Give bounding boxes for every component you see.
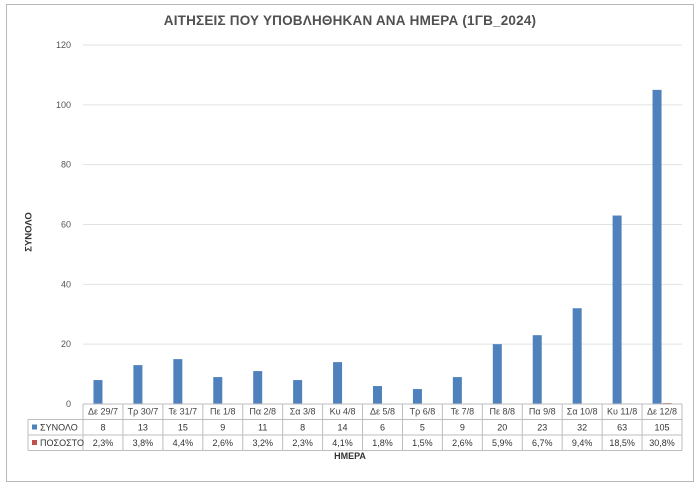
bar-synolo (173, 359, 183, 404)
data-label: 9 (220, 423, 225, 433)
bar-synolo (213, 377, 223, 404)
category-label: Δε 29/7 (88, 407, 118, 417)
bar-synolo (253, 371, 263, 404)
category-label: Πε 8/8 (490, 407, 516, 417)
data-label: 5 (420, 423, 425, 433)
bar-synolo (492, 344, 502, 404)
y-tick-label: 20 (61, 339, 71, 349)
data-label: 3,8% (133, 438, 154, 448)
bar-synolo (652, 89, 662, 404)
x-axis-label: ΗΜΕΡΑ (334, 451, 366, 461)
data-label: 9,4% (572, 438, 593, 448)
bar-synolo (133, 365, 143, 404)
data-label: 11 (258, 423, 267, 433)
data-label: 6,7% (532, 438, 553, 448)
y-tick-label: 120 (56, 40, 71, 50)
y-tick-label: 0 (66, 399, 71, 409)
data-label: 13 (138, 423, 148, 433)
data-label: 30,8% (649, 438, 675, 448)
y-tick-label: 40 (61, 279, 71, 289)
category-label: Τε 31/7 (169, 407, 198, 417)
data-label: 32 (577, 423, 587, 433)
data-label: 1,5% (412, 438, 433, 448)
category-label: Δε 12/8 (647, 407, 677, 417)
category-label: Τε 7/8 (451, 407, 475, 417)
y-tick-label: 80 (61, 160, 71, 170)
data-label: 15 (178, 423, 188, 433)
bar-synolo (412, 389, 422, 404)
data-label: 14 (338, 423, 348, 433)
category-label: Κυ 11/8 (607, 407, 637, 417)
bar-synolo (93, 380, 103, 404)
bar-synolo (572, 308, 582, 404)
data-label: 3,2% (252, 438, 273, 448)
data-label: 4,1% (332, 438, 353, 448)
category-label: Σα 10/8 (567, 407, 598, 417)
data-label: 105 (655, 423, 670, 433)
category-label: Πα 9/8 (529, 407, 556, 417)
data-label: 2,3% (292, 438, 313, 448)
data-label: 20 (497, 423, 507, 433)
legend-label: ΣΥΝΟΛΟ (40, 423, 78, 433)
data-label: 8 (300, 423, 305, 433)
bar-synolo (333, 362, 343, 404)
data-label: 9 (460, 423, 465, 433)
legend-swatch (32, 440, 37, 445)
data-label: 4,4% (173, 438, 194, 448)
data-label: 2,3% (93, 438, 114, 448)
bar-synolo (452, 377, 462, 404)
data-label: 1,8% (372, 438, 393, 448)
data-label: 63 (617, 423, 627, 433)
bar-synolo (612, 215, 622, 404)
data-label: 2,6% (213, 438, 234, 448)
data-label: 18,5% (609, 438, 635, 448)
category-label: Σα 3/8 (290, 407, 316, 417)
category-label: Πα 2/8 (249, 407, 276, 417)
data-label: 23 (537, 423, 547, 433)
category-label: Τρ 6/8 (410, 407, 436, 417)
legend-swatch (32, 424, 37, 430)
legend-label: ΠΟΣΟΣΤΟ (40, 438, 84, 448)
category-label: Πε 1/8 (210, 407, 236, 417)
category-label: Κυ 4/8 (330, 407, 356, 417)
chart-title: ΑΙΤΗΣΕΙΣ ΠΟΥ ΥΠΟΒΛΗΘΗΚΑΝ ΑΝΑ ΗΜΕΡΑ (1ΓΒ_… (163, 13, 537, 28)
bar-synolo (293, 380, 303, 404)
data-label: 6 (380, 423, 385, 433)
y-tick-label: 60 (61, 220, 71, 230)
bar-synolo (532, 335, 542, 404)
category-label: Δε 5/8 (370, 407, 395, 417)
bar-synolo (373, 386, 382, 404)
y-tick-label: 100 (56, 100, 71, 110)
data-label: 5,9% (492, 438, 513, 448)
data-label: 2,6% (452, 438, 473, 448)
category-label: Τρ 30/7 (128, 407, 159, 417)
data-label: 8 (100, 423, 105, 433)
